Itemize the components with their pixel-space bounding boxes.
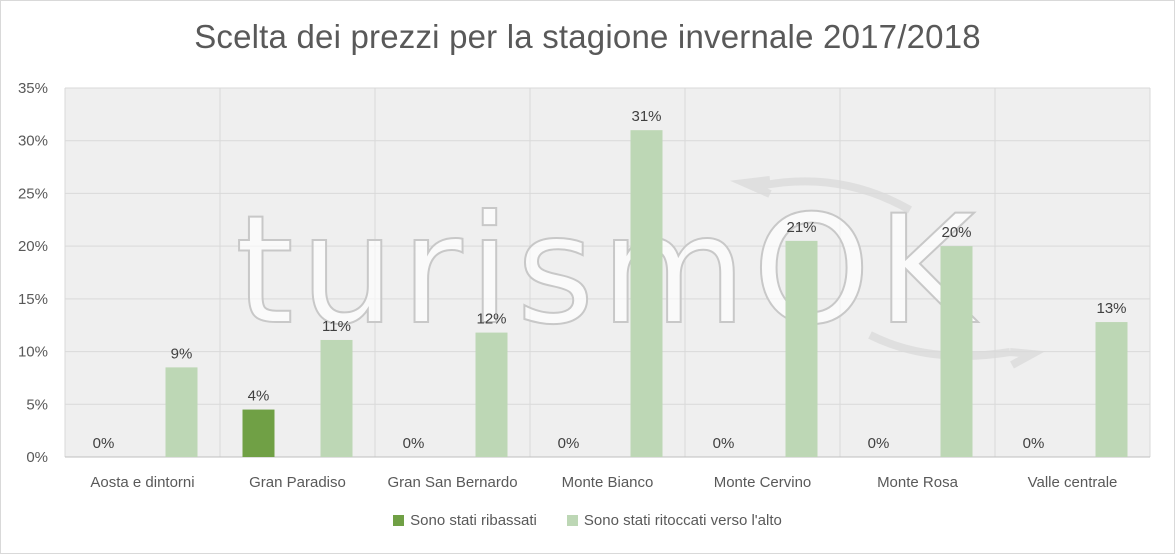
x-tick-label: Gran San Bernardo: [387, 474, 517, 491]
data-label: 0%: [1023, 435, 1045, 452]
data-label: 0%: [868, 435, 890, 452]
legend-item-series-2: Sono stati ritoccati verso l'alto: [566, 512, 782, 529]
x-tick-label: Monte Rosa: [877, 474, 959, 491]
y-tick-label: 10%: [18, 344, 48, 361]
legend-item-series-1: Sono stati ribassati: [393, 512, 537, 529]
watermark-logo: turismOK: [235, 184, 981, 358]
chart-title: Scelta dei prezzi per la stagione invern…: [194, 18, 981, 55]
y-tick-label: 0%: [26, 449, 48, 466]
bar-ritoccati: [785, 240, 818, 457]
data-label: 11%: [322, 318, 351, 335]
data-label: 0%: [558, 435, 580, 452]
data-label: 4%: [248, 388, 270, 405]
y-tick-label: 35%: [18, 80, 48, 97]
x-tick-label: Monte Bianco: [562, 474, 654, 491]
data-label: 12%: [476, 311, 506, 328]
bar-ritoccati: [940, 246, 973, 457]
watermark-arrow-bottom: [868, 331, 1046, 369]
bar-ritoccati: [165, 367, 198, 457]
y-tick-label: 25%: [18, 185, 48, 202]
bar-ritoccati: [475, 332, 508, 457]
data-label: 0%: [403, 435, 425, 452]
legend-swatch-series-1: [393, 515, 405, 526]
legend-label-series-2: Sono stati ritoccati verso l'alto: [583, 512, 782, 529]
x-tick-label: Gran Paradiso: [249, 474, 346, 491]
x-tick-label: Valle centrale: [1028, 474, 1118, 491]
data-label: 20%: [941, 224, 971, 241]
data-label: 9%: [171, 345, 193, 362]
legend-swatch-series-2: [566, 515, 578, 526]
watermark-arrow-top: [730, 176, 912, 214]
y-tick-label: 5%: [26, 396, 48, 413]
legend: Sono stati ribassati Sono stati ritoccat…: [0, 512, 1175, 529]
data-label: 13%: [1096, 300, 1126, 317]
data-label: 31%: [631, 108, 661, 125]
data-label: 0%: [713, 435, 735, 452]
data-label: 21%: [786, 219, 816, 236]
bar-ritoccati: [320, 339, 353, 457]
bar-ritoccati: [1095, 322, 1128, 457]
legend-label-series-1: Sono stati ribassati: [410, 512, 537, 529]
y-tick-label: 15%: [18, 291, 48, 308]
x-tick-label: Aosta e dintorni: [90, 474, 194, 491]
x-tick-label: Monte Cervino: [714, 474, 812, 491]
y-tick-label: 20%: [18, 238, 48, 255]
y-tick-label: 30%: [18, 133, 48, 150]
bar-ritoccati: [630, 130, 663, 457]
bar-ribassati: [242, 409, 275, 457]
data-label: 0%: [93, 435, 115, 452]
